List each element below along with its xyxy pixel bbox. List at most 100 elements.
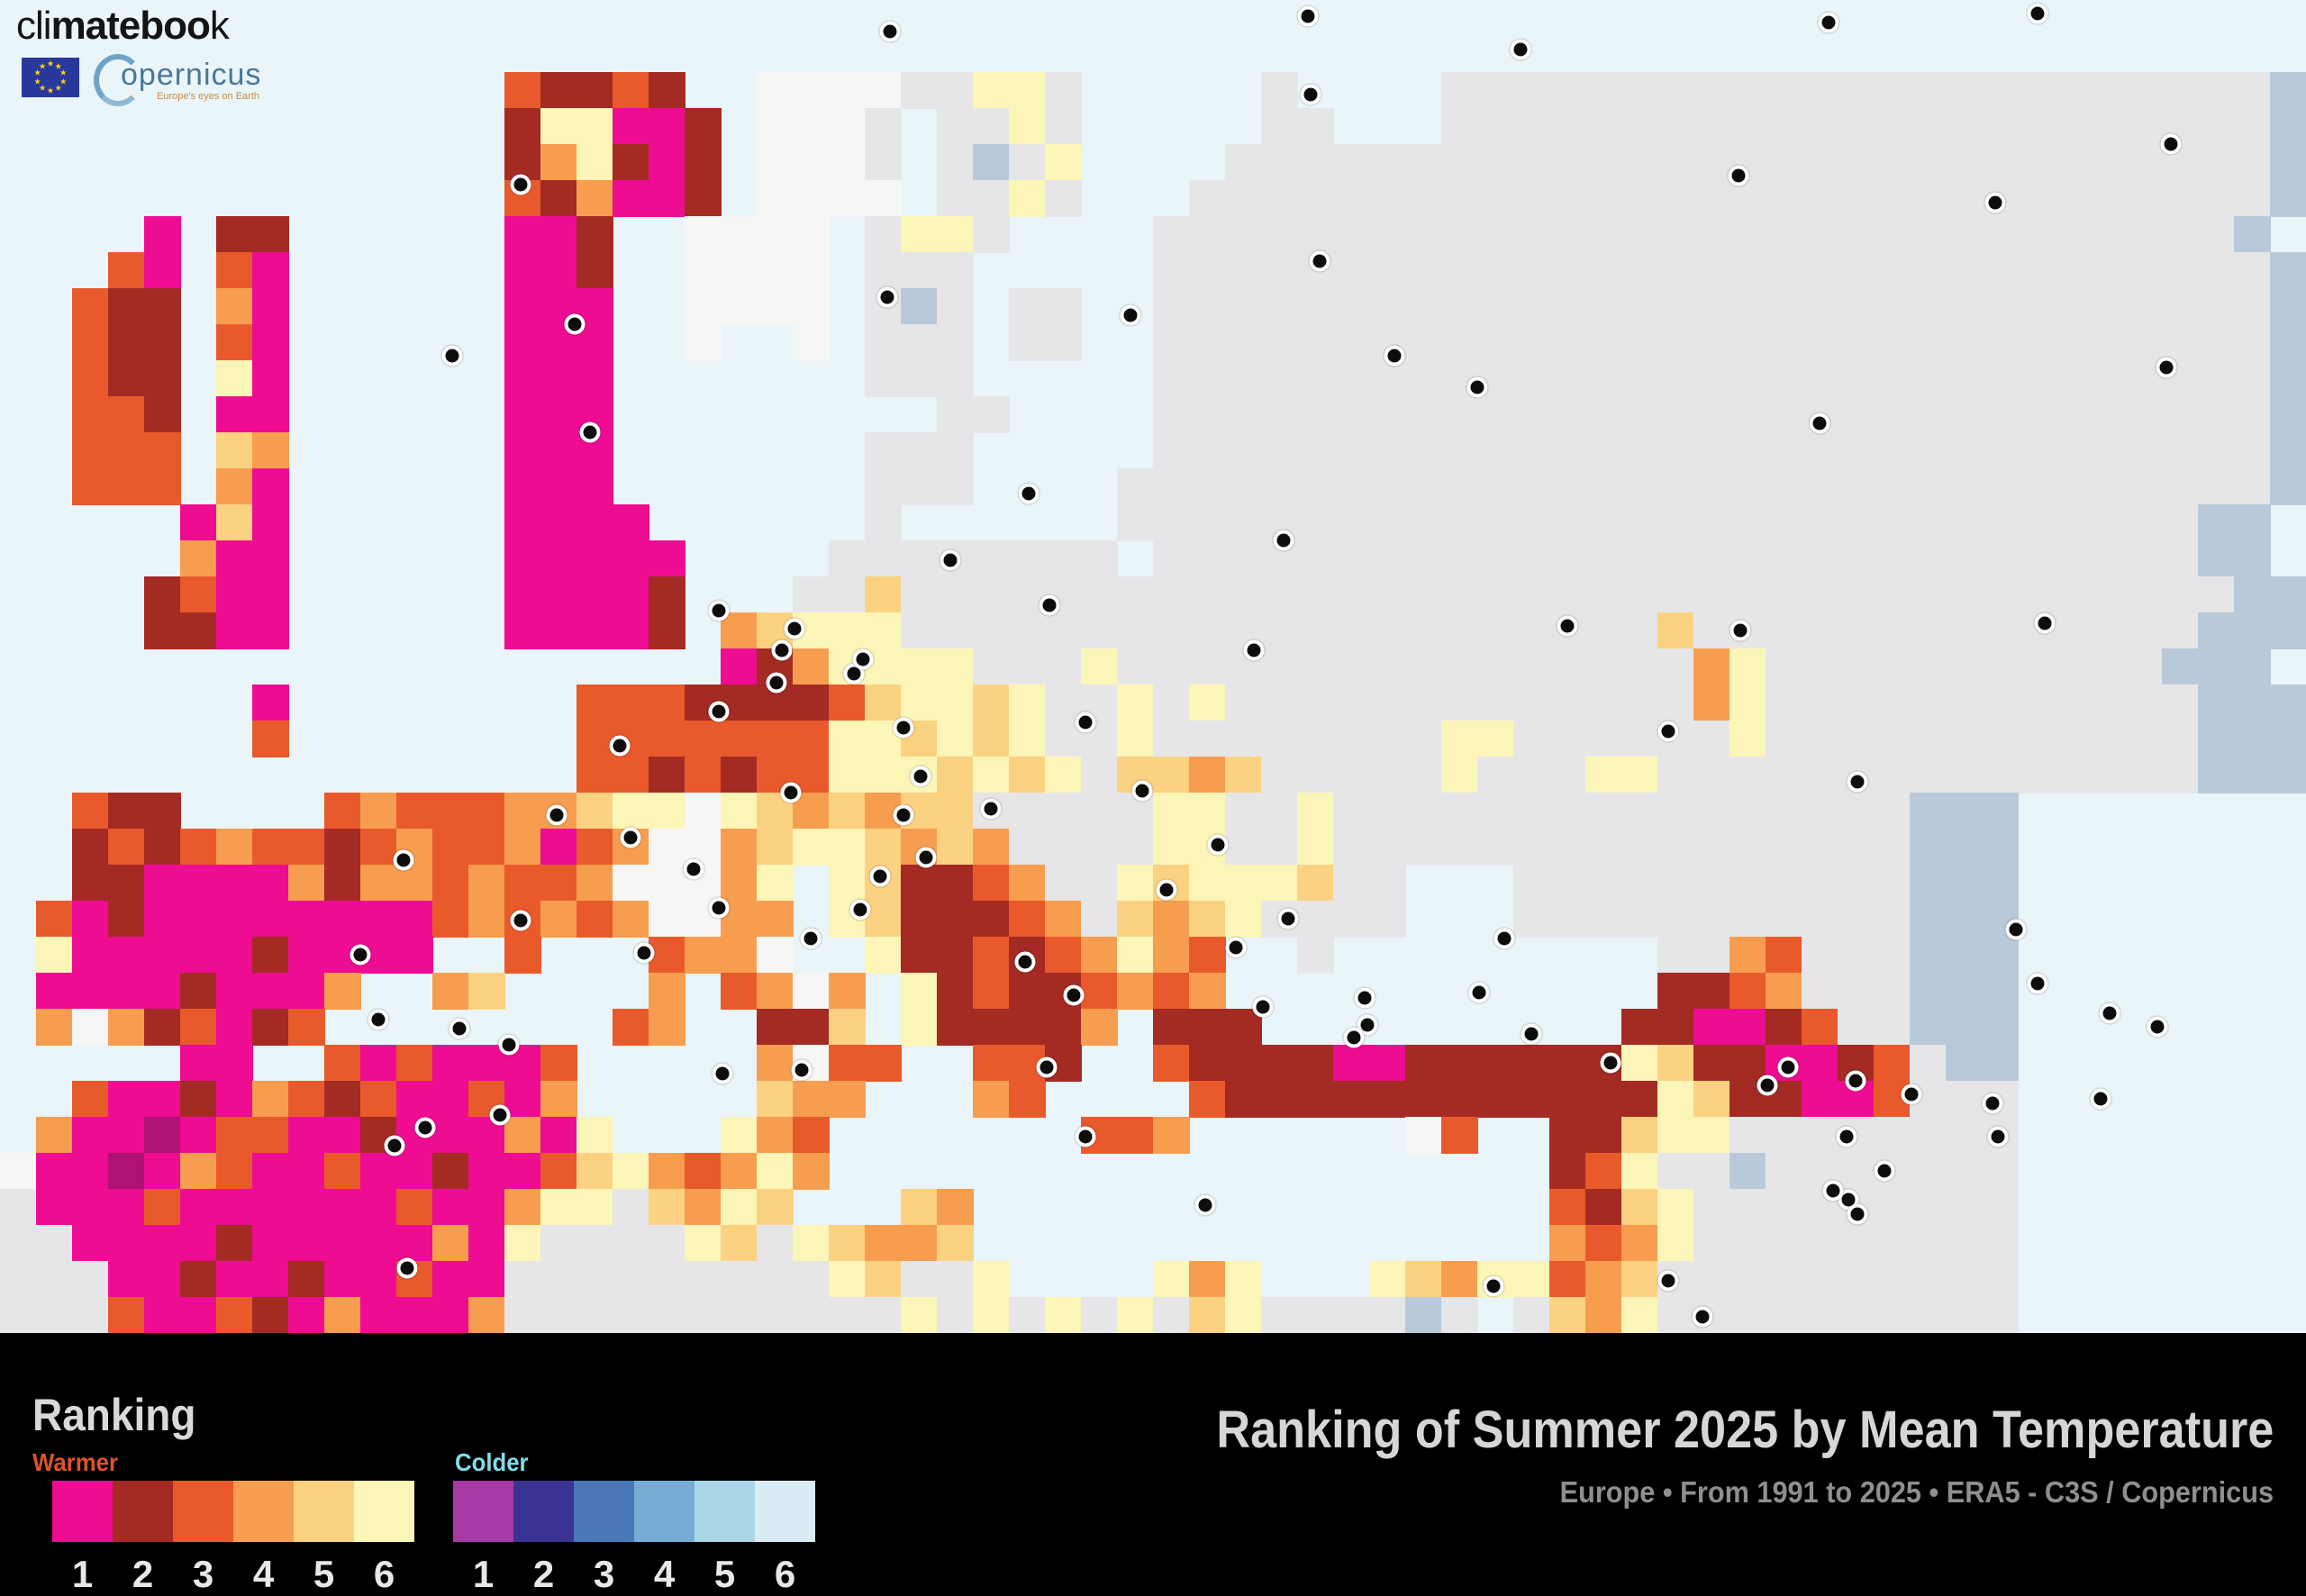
rank-cell [1225,1261,1262,1298]
rank-cell [613,1009,649,1046]
rank-cell [504,468,613,505]
terrain-cell [685,216,830,253]
city-dot [708,600,730,621]
city-dot [1466,376,1488,398]
warmer-rank-5-swatch [294,1481,354,1542]
terrain-cell [1045,108,1082,145]
rank-cell [72,468,181,505]
terrain-cell [1441,108,2271,145]
rank-cell [324,1045,361,1082]
rank-cell [540,901,577,938]
rank-cell [649,72,685,109]
terrain-cell [1153,685,1190,721]
rank-cell [252,829,325,866]
rank-cell [72,396,145,433]
city-dot [384,1135,405,1156]
city-dot [609,735,631,757]
rank-cell [1441,1117,1478,1154]
rank-cell [973,865,1010,902]
city-dot [414,1117,436,1138]
lake-cell [901,288,938,325]
terrain-cell [1766,685,2199,721]
terrain-cell [937,180,1010,217]
rank-cell [288,1117,361,1154]
rank-cell [829,973,866,1010]
rank-cell [973,1045,1046,1082]
rank-cell [937,721,974,757]
city-dot [849,899,871,920]
rank-cell [36,1189,145,1226]
terrain-cell [829,540,1118,577]
eu-star-icon: ★ [46,59,55,68]
rank-cell [1657,612,1694,649]
rank-cell [36,1009,73,1046]
terrain-cell [0,1153,37,1190]
rank-cell [144,576,181,613]
rank-cell [865,1225,938,1262]
rank-cell [324,1297,361,1333]
terrain-cell [1009,144,1046,181]
rank-cell [468,1297,505,1333]
rank-cell [144,216,181,253]
rank-cell [432,1261,505,1298]
terrain-cell [1153,324,2271,361]
terrain-cell [1153,216,2235,253]
rank-cell [144,252,181,289]
rank-cell [216,612,289,649]
rank-cell [1405,1261,1442,1298]
city-dot [1120,304,1141,326]
terrain-cell [685,793,722,830]
lake-cell [2198,504,2271,541]
rank-cell [216,252,253,289]
city-dot [1018,483,1040,504]
rank-cell [216,1225,253,1262]
rank-cell [613,72,649,109]
city-dot [1156,879,1177,901]
terrain-cell [1261,108,1334,145]
city-dot [1845,1070,1866,1092]
lake-cell [1730,1153,1766,1190]
rank-cell [468,865,505,902]
city-dot [498,1034,520,1056]
rank-cell [324,1081,361,1118]
terrain-cell [1333,793,1911,830]
city-dot [368,1009,389,1030]
city-dot [893,804,914,826]
city-dot [1075,1126,1096,1147]
rank-cell [1585,757,1658,793]
city-dot [1131,780,1153,802]
rank-cell [72,324,109,361]
warmer-rank-6-swatch [354,1481,414,1542]
city-dot [940,549,961,571]
rank-cell [108,1153,145,1190]
rank-cell [36,937,73,974]
city-dot [1728,165,1749,186]
rank-cell [360,829,397,866]
rank-cell [144,1009,181,1046]
city-dot [1036,1056,1058,1078]
rank-cell [973,1261,1010,1298]
rank-cell [504,108,541,145]
eu-star-icon: ★ [33,77,41,86]
page-subtitle: Europe • From 1991 to 2025 • ERA5 - C3S … [1559,1475,2274,1509]
rank-cell [973,757,1010,793]
terrain-cell [1513,721,1730,757]
rank-cell [324,1261,397,1298]
rank-cell [1766,973,1802,1010]
terrain-cell [1045,180,1082,217]
rank-cell [721,1225,758,1262]
rank-cell [721,865,758,902]
europe-ranking-map [0,0,2306,1333]
lake-cell [2270,252,2306,289]
rank-cell [432,973,469,1010]
rank-cell [180,829,217,866]
rank-cell [72,1081,109,1118]
terrain-cell [1513,865,1911,902]
copernicus-name: opernicus [121,58,262,92]
rank-cell [1874,1045,1911,1082]
rank-cell [1585,1153,1622,1190]
rank-cell [576,865,613,902]
rank-cell [793,648,830,685]
rank-cell [757,973,794,1010]
